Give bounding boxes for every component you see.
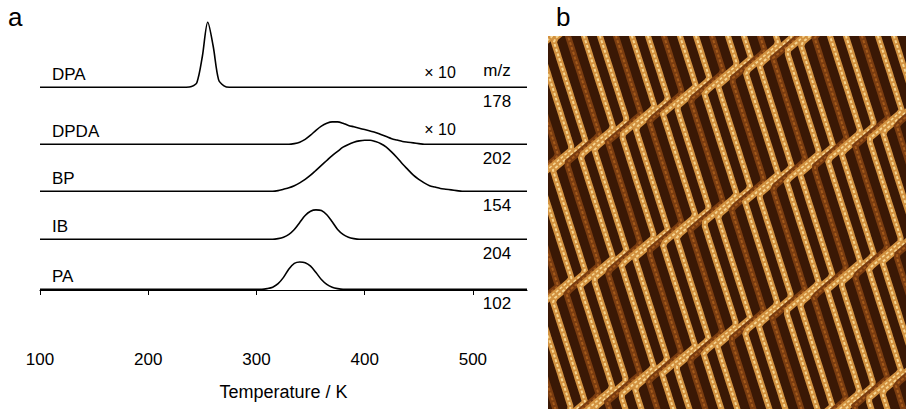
svg-text:× 10: × 10 [424,64,456,81]
svg-text:200: 200 [134,350,162,369]
svg-text:Temperature / K: Temperature / K [219,382,347,402]
svg-text:IB: IB [52,217,68,236]
svg-text:DPDA: DPDA [52,122,100,141]
svg-text:202: 202 [483,149,511,168]
svg-text:178: 178 [483,92,511,111]
svg-text:204: 204 [483,244,511,263]
svg-text:DPA: DPA [52,65,86,84]
svg-text:300: 300 [242,350,270,369]
svg-text:BP: BP [52,169,75,188]
svg-text:102: 102 [483,294,511,313]
svg-text:m/z: m/z [483,61,510,80]
svg-text:400: 400 [350,350,378,369]
svg-text:PA: PA [52,267,74,286]
svg-text:× 10: × 10 [424,121,456,138]
html-text:b: b [556,2,571,32]
svg-text:154: 154 [483,196,511,215]
svg-text:500: 500 [459,350,487,369]
html-text:a: a [8,2,23,32]
svg-text:100: 100 [26,350,54,369]
